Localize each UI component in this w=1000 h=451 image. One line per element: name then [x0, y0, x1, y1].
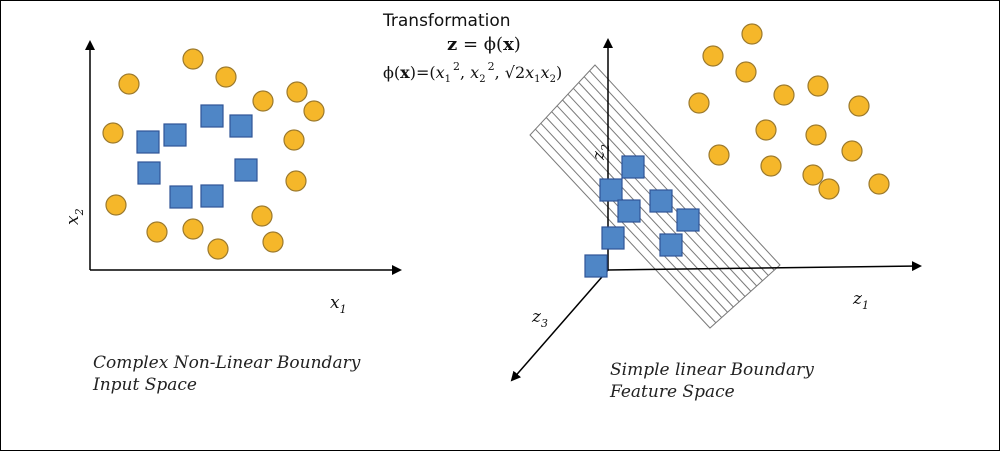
class-a-feature-point	[755, 119, 777, 141]
hyperplane-hatch-line	[583, 76, 769, 276]
z3-axis-label: z3	[531, 307, 548, 330]
class-a-point	[215, 66, 237, 88]
class-b-feature-point	[584, 254, 608, 278]
class-a-point	[286, 81, 308, 103]
class-a-feature-point	[807, 75, 829, 97]
right-caption-line2: Feature Space	[609, 382, 735, 402]
class-a-point	[283, 129, 305, 151]
class-a-point	[102, 122, 124, 144]
left-caption-line2: Input Space	[92, 375, 197, 395]
class-a-feature-point	[741, 23, 763, 45]
class-b-feature-point	[621, 155, 645, 179]
right-caption-line1: Simple linear Boundary	[610, 360, 814, 380]
class-b-point	[234, 158, 258, 182]
z2-axis-label: z2	[589, 144, 612, 161]
class-a-point	[207, 238, 229, 260]
class-a-feature-point	[805, 124, 827, 146]
class-a-feature-point	[818, 178, 840, 200]
class-a-feature-point	[688, 92, 710, 114]
class-a-feature-point	[735, 61, 757, 83]
left-x-axis-label: x1	[330, 293, 347, 316]
diagram-title: Transformation	[382, 11, 511, 31]
class-b-point	[229, 114, 253, 138]
class-b-point	[200, 104, 224, 128]
class-a-feature-point	[841, 140, 863, 162]
z1-axis	[607, 261, 922, 272]
z1-axis-label: z1	[852, 289, 869, 312]
class-b-feature-point	[599, 178, 623, 202]
class-b-feature-point	[617, 199, 641, 223]
class-a-point	[105, 194, 127, 216]
class-a-point	[252, 90, 274, 112]
class-a-point	[285, 170, 307, 192]
class-a-feature-point	[773, 84, 795, 106]
hyperplane-hatch-line	[578, 82, 763, 282]
right-plot: z1 z2 z3 Simple linear Boundary Feature …	[510, 23, 922, 402]
right-markers	[584, 23, 890, 278]
class-b-feature-point	[676, 208, 700, 232]
class-a-feature-point	[868, 173, 890, 195]
hyperplane-hatch-line	[551, 111, 734, 308]
class-a-point	[182, 48, 204, 70]
left-plot: x1 x2 Complex Non-Linear Boundary Input …	[63, 40, 402, 395]
class-b-point	[163, 123, 187, 147]
hyperplane-hatch-line	[589, 70, 775, 271]
equation: z = ϕ(x)	[447, 34, 521, 55]
class-a-feature-point	[760, 155, 782, 177]
class-b-point	[200, 184, 224, 208]
class-a-feature-point	[702, 45, 724, 67]
left-caption-line1: Complex Non-Linear Boundary	[93, 353, 361, 373]
hyperplane-hatch-line	[556, 105, 740, 303]
class-a-feature-point	[802, 164, 824, 186]
class-a-point	[118, 73, 140, 95]
left-markers	[102, 48, 325, 260]
mapping-equation: ϕ(x)=(x12, x22, √2x1x2)	[383, 60, 562, 85]
class-b-feature-point	[649, 189, 673, 213]
class-a-point	[303, 100, 325, 122]
class-b-point	[169, 185, 193, 209]
class-b-feature-point	[601, 226, 625, 250]
left-y-axis-label: x2	[63, 208, 86, 225]
hyperplane-hatch-line	[572, 87, 758, 287]
z3-axis	[510, 269, 609, 382]
class-b-point	[136, 130, 160, 154]
class-a-point	[146, 221, 168, 243]
class-a-point	[262, 231, 284, 253]
class-b-point	[137, 161, 161, 185]
class-a-point	[251, 205, 273, 227]
hyperplane-hatch-line	[535, 128, 717, 324]
class-b-feature-point	[659, 233, 683, 257]
class-a-feature-point	[708, 144, 730, 166]
class-a-feature-point	[848, 95, 870, 117]
class-a-point	[182, 218, 204, 240]
